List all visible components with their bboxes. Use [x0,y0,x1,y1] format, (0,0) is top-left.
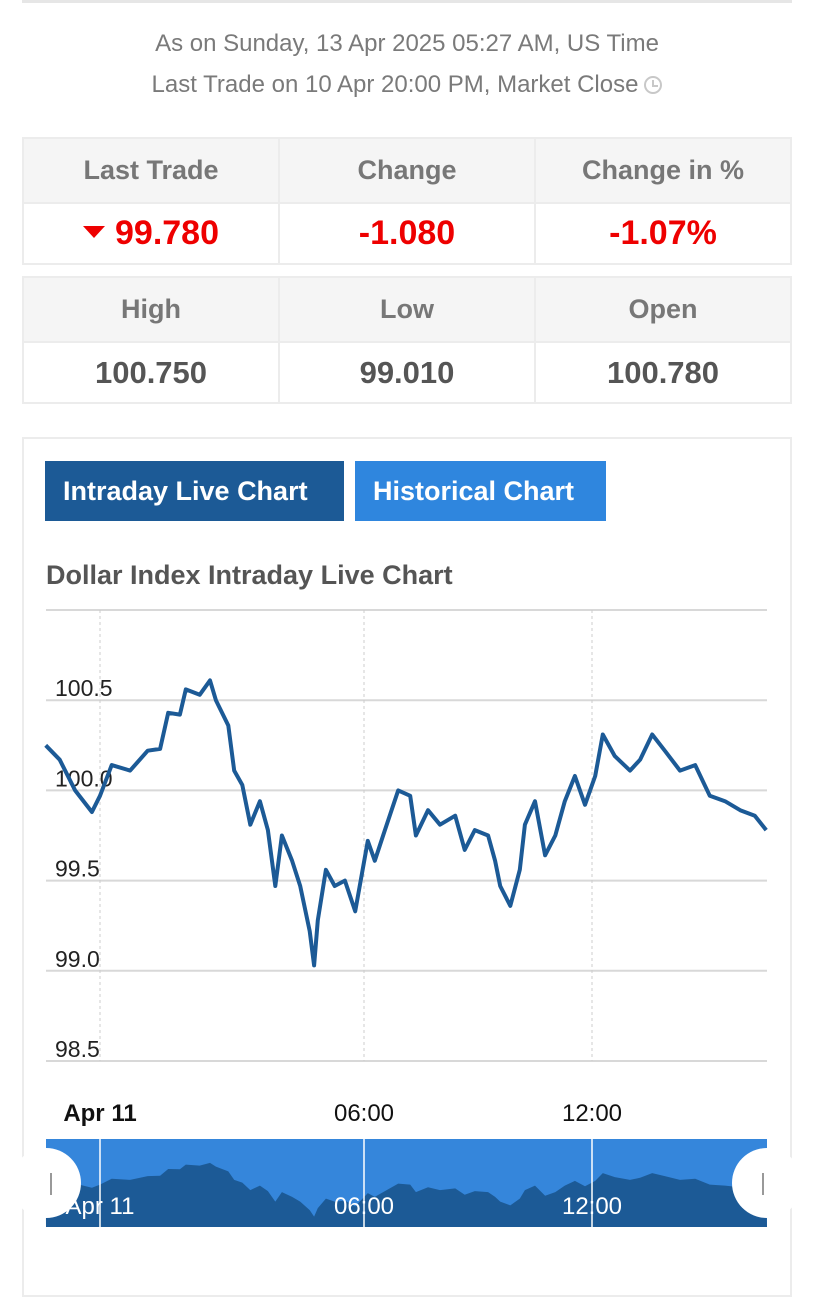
header-open: Open [534,276,792,343]
header-change: Change [278,137,536,204]
top-divider [22,0,792,3]
chart-title: Dollar Index Intraday Live Chart [46,560,453,590]
x-tick-label: 06:00 [334,1100,394,1127]
last-trade-info: Last Trade on 10 Apr 20:00 PM, Market Cl… [0,71,814,99]
open-value: 100.780 [534,341,792,404]
last-trade-cell: 99.780 [22,202,280,265]
last-trade-info-text: Last Trade on 10 Apr 20:00 PM, Market Cl… [151,71,639,98]
range-table: High Low Open 100.750 99.010 100.780 [22,276,792,404]
navigator-left-handle[interactable] [11,1148,81,1218]
high-value: 100.750 [22,341,280,404]
y-tick-label: 100.5 [55,675,113,701]
price-line [44,678,768,968]
down-arrow-icon [83,226,105,238]
x-tick-label: 12:00 [562,1100,622,1127]
quote-table: Last Trade Change Change in % 99.780 -1.080… [22,137,792,265]
tab-historical-chart[interactable]: Historical Chart [355,461,606,521]
header-last-trade: Last Trade [22,137,280,204]
navigator-area [45,1162,767,1227]
x-tick-label: Apr 11 [63,1100,136,1127]
change-pct-value: -1.07% [534,202,792,265]
header-low: Low [278,276,536,343]
navigator-right-handle[interactable] [732,1148,802,1218]
tab-intraday-live-chart[interactable]: Intraday Live Chart [45,461,344,521]
low-value: 99.010 [278,341,536,404]
navigator-label: 12:00 [562,1193,622,1220]
header-high: High [22,276,280,343]
y-tick-label: 99.0 [55,946,100,972]
y-tick-label: 98.5 [55,1036,100,1062]
as-on-text: As on Sunday, 13 Apr 2025 05:27 AM, US T… [155,30,659,57]
last-trade-value: 99.780 [115,214,219,252]
y-tick-label: 99.5 [55,856,100,882]
header-change-pct: Change in % [534,137,792,204]
navigator-label: 06:00 [334,1193,394,1220]
change-value: -1.080 [278,202,536,265]
clock-icon [644,76,663,94]
